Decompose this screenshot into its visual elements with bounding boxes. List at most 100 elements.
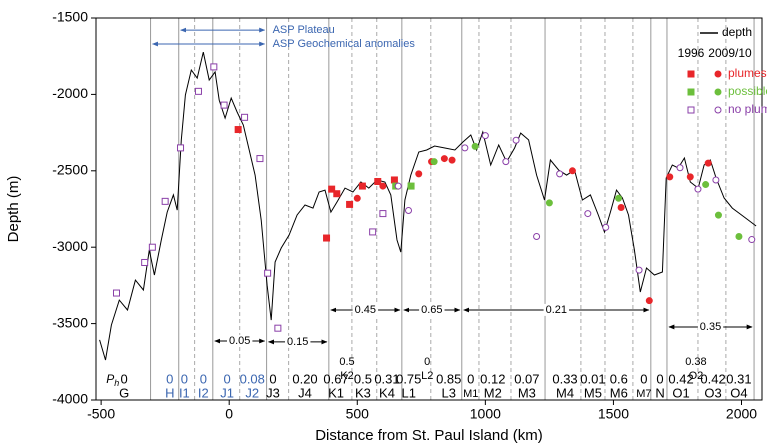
square-marker bbox=[210, 63, 218, 71]
segment-value: 0 bbox=[181, 371, 188, 386]
square-marker bbox=[241, 113, 249, 121]
segment-label: L1 bbox=[402, 385, 416, 400]
segment-label: K2 bbox=[340, 370, 353, 382]
span-label: 0.21 bbox=[546, 304, 567, 316]
circle-marker bbox=[694, 185, 702, 193]
y-tick-label: -1500 bbox=[52, 9, 88, 25]
y-tick-label: -4000 bbox=[52, 391, 88, 407]
depth-line bbox=[99, 51, 757, 361]
segment-label: I2 bbox=[198, 385, 209, 400]
circle-marker bbox=[481, 132, 489, 140]
segment-value: 0 bbox=[269, 371, 276, 386]
segment-value: 0.42 bbox=[700, 371, 725, 386]
segment-label: J2 bbox=[245, 385, 259, 400]
segment-value: 0.6 bbox=[610, 371, 628, 386]
square-marker bbox=[323, 234, 331, 242]
segment-value: 0 bbox=[121, 371, 128, 386]
segment-value: 0 bbox=[166, 371, 173, 386]
x-tick-label: 500 bbox=[346, 406, 370, 422]
segment-value: 0.08 bbox=[240, 371, 265, 386]
circle-marker bbox=[712, 176, 720, 184]
circle-marker bbox=[735, 233, 743, 241]
segment-label: J4 bbox=[298, 385, 312, 400]
annotation-label: ASP Geochemical anomalies bbox=[273, 38, 416, 50]
plot-frame bbox=[95, 17, 763, 401]
segment-label: J3 bbox=[266, 385, 280, 400]
segment-label: O4 bbox=[730, 385, 747, 400]
segment-label: M5 bbox=[584, 385, 602, 400]
segment-label: M1 bbox=[463, 388, 478, 400]
x-tick-label: 1000 bbox=[470, 406, 501, 422]
circle-marker bbox=[502, 158, 510, 166]
span-label: 0.05 bbox=[229, 335, 250, 347]
square-marker bbox=[358, 182, 366, 190]
circle-marker bbox=[645, 297, 653, 305]
segment-label: I1 bbox=[179, 385, 190, 400]
segment-value: 0 bbox=[424, 356, 430, 368]
square-marker bbox=[264, 269, 272, 277]
segment-label: O1 bbox=[672, 385, 689, 400]
circle-marker bbox=[602, 223, 610, 231]
legend-marker bbox=[714, 106, 722, 114]
ph-label: Ph bbox=[106, 372, 119, 388]
square-marker bbox=[161, 197, 169, 205]
circle-marker bbox=[714, 211, 722, 219]
span-label-bg bbox=[226, 334, 253, 347]
circle-marker bbox=[748, 236, 756, 244]
segment-label: O2 bbox=[689, 370, 704, 382]
legend-label: depth bbox=[722, 25, 752, 39]
circle-marker bbox=[440, 155, 448, 163]
segment-value: 0.5 bbox=[339, 356, 354, 368]
segment-value: 0.33 bbox=[552, 371, 577, 386]
x-tick-label: 1500 bbox=[598, 406, 629, 422]
segment-value: 0.31 bbox=[374, 371, 399, 386]
segment-value: 0 bbox=[467, 371, 474, 386]
x-axis-label: Distance from St. Paul Island (km) bbox=[315, 427, 543, 444]
segment-label: J1 bbox=[220, 385, 234, 400]
circle-marker bbox=[379, 182, 387, 190]
circle-marker bbox=[394, 182, 402, 190]
span-label-bg bbox=[285, 335, 311, 348]
circle-marker bbox=[615, 194, 623, 202]
segment-value: 0 bbox=[224, 371, 231, 386]
circle-marker bbox=[704, 159, 712, 167]
segment-label: N bbox=[655, 385, 664, 400]
square-marker bbox=[390, 176, 398, 184]
legend-label: possibles bbox=[728, 84, 767, 98]
circle-marker bbox=[430, 158, 438, 166]
segment-value: 0.85 bbox=[436, 371, 461, 386]
square-marker bbox=[194, 87, 202, 95]
square-marker bbox=[274, 324, 282, 332]
segment-label: O3 bbox=[704, 385, 721, 400]
circle-marker bbox=[353, 194, 361, 202]
segment-label: L3 bbox=[441, 385, 455, 400]
segment-label: M6 bbox=[610, 385, 628, 400]
circle-marker bbox=[448, 156, 456, 164]
y-tick-label: -2000 bbox=[52, 85, 88, 101]
x-tick-label: 2000 bbox=[726, 406, 757, 422]
square-marker bbox=[333, 190, 341, 198]
segment-value: 0.20 bbox=[292, 371, 317, 386]
segment-value: 0 bbox=[656, 371, 663, 386]
legend-marker bbox=[687, 88, 695, 96]
square-marker bbox=[141, 258, 149, 266]
square-marker bbox=[407, 182, 415, 190]
circle-marker bbox=[635, 266, 643, 274]
span-label-bg bbox=[543, 303, 570, 316]
square-marker bbox=[220, 101, 228, 109]
segment-value: 0.12 bbox=[480, 371, 505, 386]
segment-label: K4 bbox=[379, 385, 395, 400]
legend-marker bbox=[714, 88, 722, 96]
square-marker bbox=[346, 200, 354, 208]
segment-value: 0.07 bbox=[514, 371, 539, 386]
segment-label: H bbox=[165, 385, 174, 400]
legend-label: no plume bbox=[728, 102, 767, 116]
y-axis-label: Depth (m) bbox=[5, 176, 22, 243]
square-marker bbox=[328, 185, 336, 193]
circle-marker bbox=[471, 142, 479, 150]
x-tick-label: 0 bbox=[225, 406, 233, 422]
square-marker bbox=[112, 289, 120, 297]
y-tick-label: -2500 bbox=[52, 162, 88, 178]
circle-marker bbox=[702, 181, 710, 189]
